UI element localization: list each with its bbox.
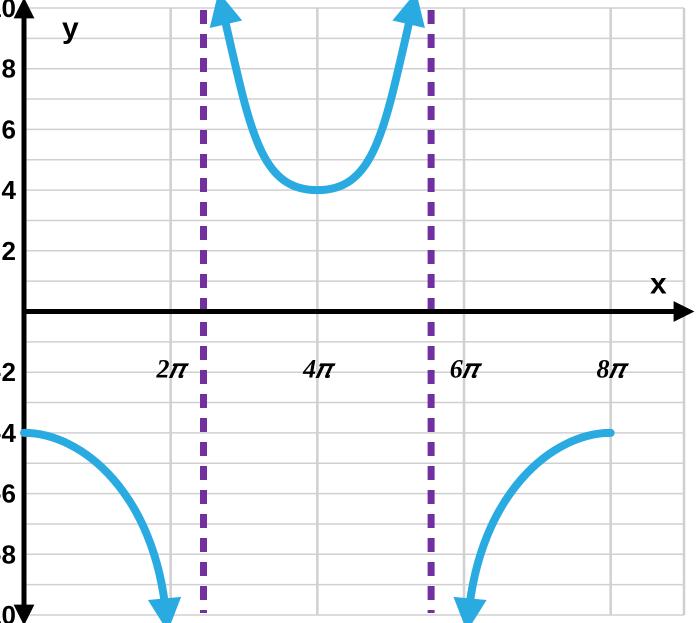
y-tick: 10 bbox=[0, 0, 16, 23]
x-axis-label: x bbox=[650, 268, 667, 301]
y-tick: 6 bbox=[2, 114, 16, 144]
y-tick: -10 bbox=[0, 600, 16, 623]
y-tick: -8 bbox=[0, 539, 16, 569]
chart-container: 2𝜋4𝜋6𝜋8𝜋 108642-2-4-6-8-10 yx bbox=[0, 0, 696, 623]
x-tick-labels: 2𝜋 4𝜋 6𝜋 8𝜋 bbox=[155, 355, 629, 384]
x-tick: 8𝜋 bbox=[596, 355, 629, 384]
y-tick: 4 bbox=[2, 175, 17, 205]
y-tick: -6 bbox=[0, 479, 16, 509]
y-tick: -2 bbox=[0, 357, 16, 387]
axis-labels: yx bbox=[62, 12, 667, 301]
y-tick-labels: 10 8 6 4 2 -2 -4 -6 -8 -10 bbox=[0, 0, 17, 623]
y-tick: 8 bbox=[2, 54, 16, 84]
x-tick: 6𝜋 bbox=[450, 355, 483, 384]
y-tick: 2 bbox=[2, 236, 16, 266]
x-tick: 2𝜋 bbox=[155, 355, 189, 384]
chart-svg: 2𝜋4𝜋6𝜋8𝜋 108642-2-4-6-8-10 yx bbox=[0, 0, 696, 623]
y-axis-label: y bbox=[62, 12, 79, 45]
y-tick: -4 bbox=[0, 418, 17, 448]
x-tick: 4𝜋 bbox=[302, 355, 336, 384]
